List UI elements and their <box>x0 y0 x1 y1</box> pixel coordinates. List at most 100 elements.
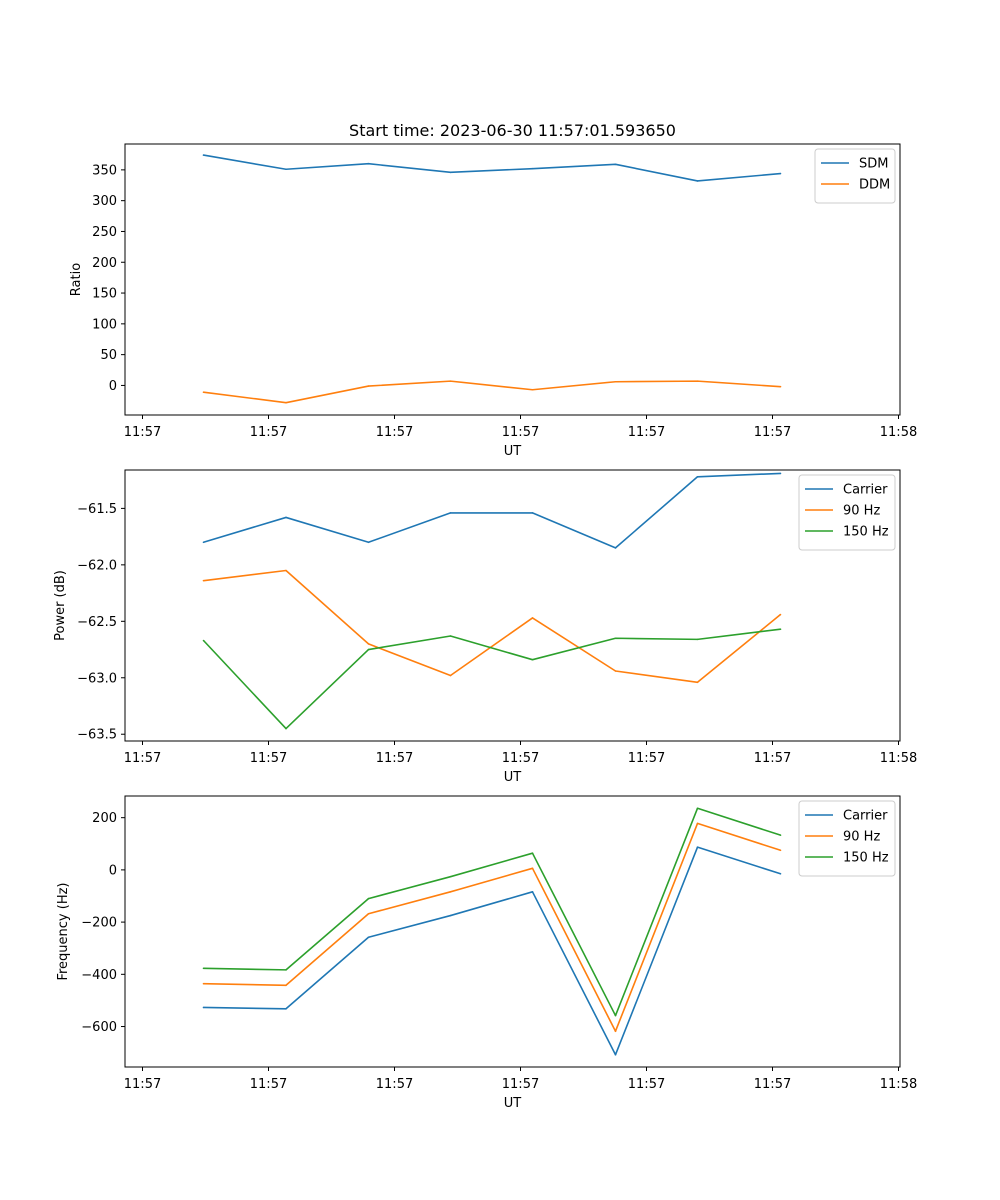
data-point-ddm <box>614 380 617 383</box>
y-axis-label: Frequency (Hz) <box>56 882 71 980</box>
data-point-90-hz <box>614 1030 617 1033</box>
panels: 11:57 11:57 11:57 11:57 11:57 11:57 11:58 0 50 10… <box>53 143 917 1111</box>
x-tick-label: 11:58 <box>880 425 917 440</box>
series-line-carrier <box>203 472 781 549</box>
data-point-carrier <box>614 1053 617 1056</box>
x-tick-label: 11:57 <box>754 1077 791 1092</box>
x-tick-label: 11:57 <box>124 1077 161 1092</box>
legend: Carrier 90 Hz 150 Hz <box>798 800 896 877</box>
data-point-sdm <box>779 172 782 175</box>
data-point-90-hz <box>449 674 452 677</box>
x-tick-label: 11:57 <box>754 425 791 440</box>
data-point-sdm <box>285 168 287 171</box>
legend-label: 150 Hz <box>843 851 889 866</box>
data-point-150-hz <box>614 1014 617 1017</box>
y-tick-label: 0 <box>109 863 117 878</box>
data-point-carrier <box>531 512 534 514</box>
data-point-carrier <box>449 914 452 917</box>
axes-frame <box>124 143 901 416</box>
y-tick-label: 200 <box>92 256 117 271</box>
y-tick-label: 350 <box>92 163 117 178</box>
data-point-90-hz <box>367 912 370 915</box>
data-point-ddm <box>367 385 370 387</box>
data-point-carrier <box>202 541 205 544</box>
x-tick-label: 11:57 <box>250 751 287 766</box>
x-tick-label: 11:57 <box>376 1077 413 1092</box>
data-point-ddm <box>779 385 782 388</box>
x-tick-label: 11:57 <box>502 1077 539 1092</box>
data-point-150-hz <box>449 875 452 878</box>
y-tick-label: 200 <box>92 811 117 826</box>
y-tick-label: 0 <box>109 379 117 394</box>
figure-title: Start time: 2023-06-30 11:57:01.593650 <box>349 121 676 140</box>
data-point-150-hz <box>202 639 205 642</box>
data-point-carrier <box>449 512 452 514</box>
x-tick-label: 11:57 <box>124 425 161 440</box>
y-tick-label: 250 <box>92 225 117 240</box>
data-point-90-hz <box>696 822 699 825</box>
x-tick-label: 11:57 <box>376 425 413 440</box>
y-tick-label: −63.5 <box>77 728 117 743</box>
data-point-90-hz <box>202 579 205 582</box>
x-tick-label: 11:57 <box>628 1077 665 1092</box>
data-point-150-hz <box>696 807 699 810</box>
data-point-ddm <box>202 391 205 394</box>
axes-frame <box>124 469 901 742</box>
data-point-90-hz <box>779 613 782 616</box>
data-point-carrier <box>779 472 782 475</box>
data-point-150-hz <box>367 897 370 900</box>
data-point-150-hz <box>449 635 452 637</box>
chart-panel-1: 11:57 11:57 11:57 11:57 11:57 11:57 11:58 0 50 10… <box>69 143 917 459</box>
series-line-150-hz <box>203 807 781 1017</box>
data-point-90-hz <box>779 849 782 852</box>
data-point-carrier <box>367 936 370 939</box>
series-line-ddm <box>203 380 781 404</box>
data-point-carrier <box>614 547 617 549</box>
data-point-sdm <box>614 163 617 166</box>
y-tick-label: 150 <box>92 287 117 302</box>
data-point-carrier <box>696 846 699 848</box>
legend-label: Carrier <box>843 809 888 824</box>
data-point-90-hz <box>285 984 287 987</box>
data-point-sdm <box>367 162 370 165</box>
y-tick-label: −200 <box>81 916 117 931</box>
data-point-carrier <box>285 516 287 519</box>
data-point-150-hz <box>614 637 617 640</box>
x-tick-label: 11:57 <box>124 751 161 766</box>
series-line-sdm <box>203 154 781 182</box>
x-tick-label: 11:57 <box>628 751 665 766</box>
data-point-90-hz <box>531 617 534 619</box>
x-tick-label: 11:57 <box>250 1077 287 1092</box>
legend-label: 90 Hz <box>843 504 880 519</box>
y-tick-label: 300 <box>92 194 117 209</box>
x-tick-label: 11:57 <box>502 751 539 766</box>
x-tick-label: 11:57 <box>502 425 539 440</box>
x-axis-label: UT <box>504 444 522 459</box>
y-tick-label: −61.5 <box>77 502 117 517</box>
data-point-150-hz <box>367 648 370 651</box>
data-point-90-hz <box>202 982 205 985</box>
data-point-carrier <box>367 541 370 544</box>
series-line-150-hz <box>202 628 781 730</box>
y-tick-label: 100 <box>92 317 117 332</box>
chart-panel-3: 11:57 11:57 11:57 11:57 11:57 11:57 11:58 −600 −… <box>56 795 917 1111</box>
data-point-150-hz <box>285 969 287 971</box>
x-tick-label: 11:58 <box>880 751 917 766</box>
legend-label: SDM <box>859 157 888 172</box>
x-tick-label: 11:57 <box>376 751 413 766</box>
legend-label: DDM <box>859 178 890 193</box>
legend-label: 90 Hz <box>843 830 880 845</box>
x-tick-label: 11:58 <box>880 1077 917 1092</box>
data-point-150-hz <box>531 658 534 661</box>
data-point-150-hz <box>779 834 782 836</box>
y-tick-label: −600 <box>81 1020 117 1035</box>
y-axis-label: Ratio <box>69 263 84 296</box>
legend-label: 150 Hz <box>843 525 889 540</box>
y-axis-label: Power (dB) <box>53 570 68 641</box>
legend-label: Carrier <box>843 483 888 498</box>
x-tick-label: 11:57 <box>250 425 287 440</box>
data-point-150-hz <box>779 628 782 631</box>
chart-panel-2: 11:57 11:57 11:57 11:57 11:57 11:57 11:58 −63.5… <box>53 469 917 785</box>
data-point-sdm <box>202 154 205 156</box>
